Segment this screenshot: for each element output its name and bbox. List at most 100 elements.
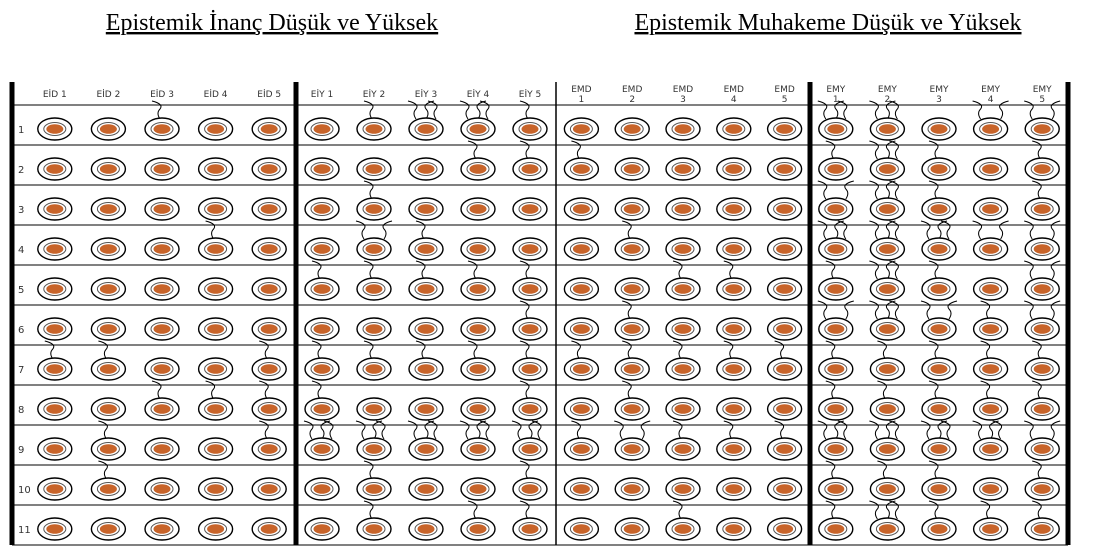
neuron-icon <box>251 380 287 421</box>
nucleus <box>1033 204 1051 214</box>
neuron-icon <box>972 100 1009 141</box>
dendrite <box>363 460 374 480</box>
dendrite <box>151 380 162 400</box>
neuron-icon <box>972 477 1009 501</box>
neuron-icon <box>197 197 234 221</box>
neuron-icon <box>144 380 180 421</box>
dendrite <box>825 340 836 360</box>
neuron-icon <box>716 117 752 141</box>
neuron-icon <box>972 340 1009 381</box>
nucleus <box>153 324 171 334</box>
column-header: EİY 2 <box>363 89 385 100</box>
neuron-icon <box>1024 220 1061 261</box>
dendrite <box>928 500 939 520</box>
neuron-icon <box>920 220 957 261</box>
nucleus <box>260 364 278 374</box>
neuron-icon <box>716 420 752 461</box>
dendrite <box>363 180 374 200</box>
dendrite <box>837 100 848 120</box>
neuron-icon <box>1024 500 1060 541</box>
nucleus <box>46 204 64 214</box>
neuron-icon <box>408 397 444 421</box>
row-label: 9 <box>18 445 24 456</box>
nucleus <box>417 164 435 174</box>
nucleus <box>1033 284 1051 294</box>
neuron-icon <box>304 340 340 381</box>
neuron-icon <box>972 420 1009 461</box>
neuron-icon <box>197 220 234 261</box>
dendrite <box>825 140 836 160</box>
column-header: EMD <box>673 85 693 95</box>
nucleus <box>365 244 383 254</box>
neuron-icon <box>37 277 73 301</box>
neuron-icon <box>304 117 340 141</box>
neuron-icon <box>716 237 752 261</box>
nucleus <box>982 484 1000 494</box>
neuron-icon <box>869 100 906 141</box>
row-label: 1 <box>18 125 24 136</box>
nucleus <box>572 164 590 174</box>
neuron-icon <box>921 140 957 181</box>
nucleus <box>878 444 896 454</box>
neuron-icon <box>356 317 392 341</box>
nucleus <box>99 484 117 494</box>
neuron-icon <box>921 380 957 421</box>
neuron-icon <box>563 420 600 461</box>
nucleus <box>469 284 487 294</box>
dendrite <box>459 420 470 440</box>
neuron-icon <box>766 397 803 421</box>
nucleus <box>46 324 64 334</box>
nucleus <box>572 524 590 534</box>
nucleus <box>725 404 743 414</box>
dendrite <box>424 420 435 440</box>
neuron-icon <box>512 500 548 541</box>
nucleus <box>313 444 331 454</box>
column-header: EİY 3 <box>415 89 437 100</box>
nucleus <box>365 404 383 414</box>
nucleus <box>776 164 794 174</box>
neuron-icon <box>563 397 600 421</box>
nucleus <box>827 524 845 534</box>
dendrite <box>937 420 948 440</box>
nucleus <box>572 124 590 134</box>
neuron-icon <box>512 260 548 301</box>
nucleus <box>827 284 845 294</box>
nucleus <box>260 124 278 134</box>
nucleus <box>623 444 641 454</box>
nucleus <box>521 204 539 214</box>
nucleus <box>930 164 948 174</box>
neuron-icon <box>90 157 127 181</box>
nucleus <box>469 404 487 414</box>
nucleus <box>207 124 225 134</box>
neuron-icon <box>197 477 234 501</box>
neuron-icon <box>459 100 496 141</box>
dendrite <box>825 500 836 520</box>
neuron-icon <box>304 157 340 181</box>
neuron-icon <box>665 237 701 261</box>
neuron-icon <box>460 500 496 541</box>
neuron-icon <box>817 100 854 141</box>
neuron-icon <box>37 340 73 381</box>
dendrite <box>980 340 991 360</box>
column-header: EMD <box>774 85 794 95</box>
nucleus <box>469 164 487 174</box>
neuron-icon <box>766 317 803 341</box>
nucleus <box>1033 124 1051 134</box>
dendrite <box>817 300 828 320</box>
dendrite <box>622 220 632 240</box>
neuron-icon <box>197 437 234 461</box>
nucleus <box>417 284 435 294</box>
neuron-icon <box>512 100 548 141</box>
dendrite <box>1024 420 1034 440</box>
dendrite <box>151 100 162 120</box>
dendrite <box>467 340 478 360</box>
dendrite <box>877 340 887 360</box>
nucleus <box>572 324 590 334</box>
neuron-icon <box>460 397 496 421</box>
nucleus <box>207 484 225 494</box>
nucleus <box>1033 244 1051 254</box>
row-label: 7 <box>18 365 24 376</box>
neuron-icon <box>408 220 444 261</box>
neuron-icon <box>407 420 444 461</box>
